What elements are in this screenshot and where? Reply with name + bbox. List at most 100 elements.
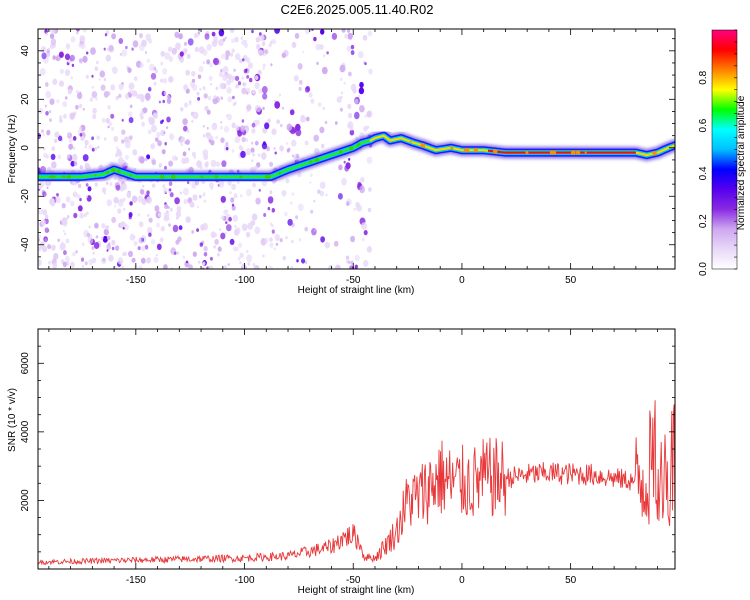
spectrogram-noise-dot (354, 254, 360, 262)
spectrogram-noise-dot (226, 79, 231, 86)
spectrogram-noise-dot (157, 140, 162, 147)
spectrogram-noise-dot (269, 190, 273, 195)
spectrogram-noise-dot (241, 40, 246, 46)
spectrogram-noise-dot (80, 257, 85, 262)
spectrogram-noise-dot (82, 29, 87, 33)
spectrogram-noise-dot (254, 75, 259, 81)
spectrogram-noise-dot (206, 43, 212, 51)
spectrogram-noise-dot (103, 77, 107, 82)
spectrogram-noise-dot (38, 108, 43, 114)
spectrogram-noise-dot (203, 252, 208, 257)
spectrogram-noise-dot (88, 144, 93, 150)
spectrogram-noise-dot (183, 198, 188, 205)
spectrogram-noise-dot (146, 196, 153, 204)
spectrogram-noise-dot (241, 136, 246, 143)
spectrogram-noise-dot (218, 39, 224, 47)
spectrogram-noise-dot (44, 227, 49, 233)
spectrogram-noise-dot (113, 196, 119, 204)
spectrogram-noise-dot (148, 38, 153, 44)
spectrogram-noise-dot (177, 236, 182, 243)
ridge-blob (200, 175, 204, 179)
spectrogram-noise-dot (164, 165, 167, 170)
spectrogram-noise-dot (138, 221, 144, 228)
ridge-blob (170, 174, 176, 180)
spectrogram-noise-dot (169, 133, 175, 141)
spectrogram-noise-dot (281, 106, 285, 110)
spectrogram-noise-dot (252, 182, 256, 188)
spectrogram-noise-dot (252, 153, 255, 157)
spectrogram-noise-dot (220, 69, 223, 73)
spectrogram-noise-dot (122, 227, 125, 230)
spectrogram-noise-dot (245, 231, 251, 238)
spectrogram-noise-dot (139, 43, 145, 52)
spectrogram-noise-dot (347, 29, 351, 33)
spectrogram-noise-dot (162, 99, 165, 104)
spectrogram-noise-dot (241, 58, 245, 62)
spectrogram-noise-dot (70, 200, 75, 207)
colorbar-axis: 0.0 0.2 0.4 0.6 0.8 (698, 29, 737, 276)
spectrogram-noise-dot (77, 183, 82, 189)
spectrogram-noise-dot (251, 213, 258, 221)
spectrogram-noise-dot (167, 46, 173, 52)
spectrogram-noise-dot (95, 97, 98, 101)
spectrogram-noise-dot (171, 155, 177, 162)
spectrogram-noise-dot (150, 143, 156, 150)
spectrogram-noise-dot (269, 161, 274, 167)
spectrogram-noise-dot (246, 108, 250, 113)
spectrogram-noise-dot (72, 251, 76, 257)
spectrogram-noise-dot (193, 33, 198, 39)
spectrogram-noise-dot (219, 82, 225, 90)
spectrogram-noise-dot (304, 226, 309, 232)
spectrogram-noise-dot (144, 92, 151, 101)
spectrogram-noise-dot (226, 224, 232, 232)
spectrogram-noise-dot (232, 75, 236, 81)
spectrogram-noise-dot (144, 51, 148, 54)
spectrogram-noise-dot (340, 91, 344, 95)
spectrogram-noise-dot (82, 154, 89, 162)
spectrogram-noise-dot (213, 57, 220, 66)
spectrogram-noise-dot (273, 247, 276, 251)
ridge-blob (525, 151, 529, 155)
spectrogram-noise-dot (157, 212, 162, 217)
spectrogram-noise-dot (160, 50, 165, 57)
spectrogram-noise-dot (362, 34, 368, 41)
spectrogram-noise-dot (319, 181, 326, 189)
spectrogram-noise-dot (241, 263, 246, 269)
spectrogram-noise-dot (192, 111, 199, 120)
spectrogram-noise-dot (354, 264, 358, 269)
spectrogram-noise-dot (220, 137, 225, 143)
spectrogram-noise-dot (119, 184, 125, 192)
spectrogram-noise-dot (320, 29, 325, 35)
spectrogram-noise-dot (107, 104, 111, 110)
spectrogram-noise-dot (235, 53, 241, 61)
spectrogram-noise-dot (253, 265, 260, 269)
spectrogram-noise-dot (350, 235, 356, 243)
spectrogram-noise-dot (271, 229, 275, 234)
spectrogram-noise-dot (76, 31, 79, 35)
spectrogram-noise-dot (213, 245, 217, 249)
spectrogram-noise-dot (291, 41, 297, 49)
spectrogram-noise-dot (183, 84, 189, 91)
spectrogram-noise-dot (333, 240, 339, 247)
spectrogram-noise-dot (52, 55, 56, 60)
spectrogram-noise-dot (86, 51, 89, 55)
spectrogram-noise-dot (225, 50, 231, 57)
spectrogram-noise-dot (160, 129, 166, 137)
spectrogram-noise-dot (301, 258, 306, 264)
spectrogram-noise-dot (38, 234, 41, 239)
bottom-x-axis-label: Height of straight line (km) (298, 585, 415, 596)
spectrogram-noise-dot (325, 193, 328, 197)
spectrogram-noise-dot (210, 139, 215, 146)
spectrogram-noise-dot (347, 103, 352, 110)
spectrogram-noise-dot (245, 148, 252, 156)
spectrogram-noise-dot (199, 165, 203, 170)
spectrogram-noise-dot (111, 33, 116, 40)
spectrogram-noise-dot (239, 58, 243, 64)
spectrogram-noise-dot (346, 45, 352, 52)
spectrogram-noise-dot (78, 58, 83, 63)
spectrogram-noise-dot (300, 115, 306, 123)
top-x-tick-label: -100 (235, 275, 255, 286)
spectrogram-noise-dot (210, 159, 217, 168)
spectrogram-noise-dot (140, 189, 145, 195)
spectrogram-noise-dot (225, 147, 229, 151)
